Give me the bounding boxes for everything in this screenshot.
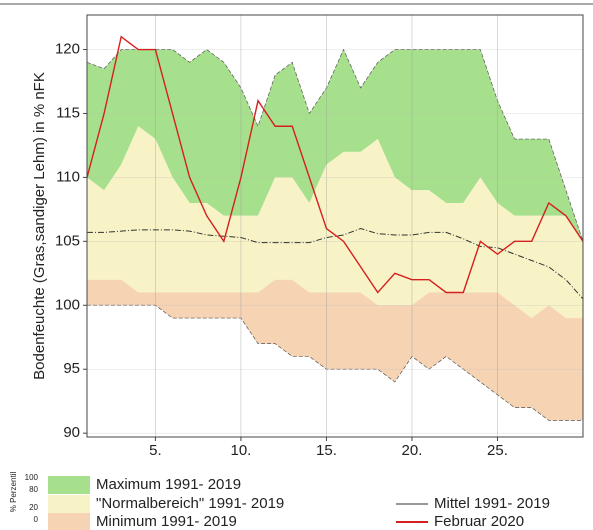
y-tick-label: 95 <box>63 360 80 377</box>
band-area <box>87 279 583 421</box>
series-line <box>86 35 584 294</box>
plot-frame <box>86 14 584 438</box>
x-tick-label: 5. <box>149 442 162 459</box>
y-tick-label: 90 <box>63 424 80 441</box>
percentile-tick-label: 0 <box>34 515 39 524</box>
y-tick-label: 100 <box>55 296 80 313</box>
x-tick-label: 25. <box>487 442 508 459</box>
legend-swatch <box>48 513 90 530</box>
legend-label: Maximum 1991- 2019 <box>96 476 241 493</box>
series-line <box>87 228 584 300</box>
y-tick-label: 120 <box>55 40 80 57</box>
y-tick-label: 115 <box>56 104 80 121</box>
y-tick-label: 110 <box>56 168 80 185</box>
percentile-label: % Perzentil <box>9 472 18 513</box>
percentile-tick-label: 80 <box>29 485 38 494</box>
y-tick-label: 105 <box>55 232 80 249</box>
x-tick-label: 20. <box>402 442 423 459</box>
legend-swatch <box>48 495 90 513</box>
legend-label: "Normalbereich" 1991- 2019 <box>96 495 284 512</box>
percentile-tick-label: 20 <box>29 503 38 512</box>
band-area <box>87 126 583 319</box>
x-tick-label: 10. <box>231 442 252 459</box>
min-line <box>87 304 583 421</box>
legend-label: Februar 2020 <box>434 513 524 530</box>
y-axis-label: Bodenfeuchte (Gras,sandiger Lehm) in % n… <box>31 72 48 380</box>
legend-label: Mittel 1991- 2019 <box>434 495 550 512</box>
x-tick-label: 15. <box>316 442 337 459</box>
band-area <box>87 49 583 242</box>
percentile-tick-label: 100 <box>25 473 39 482</box>
legend-label: Minimum 1991- 2019 <box>96 513 237 530</box>
legend-swatch <box>48 476 90 494</box>
